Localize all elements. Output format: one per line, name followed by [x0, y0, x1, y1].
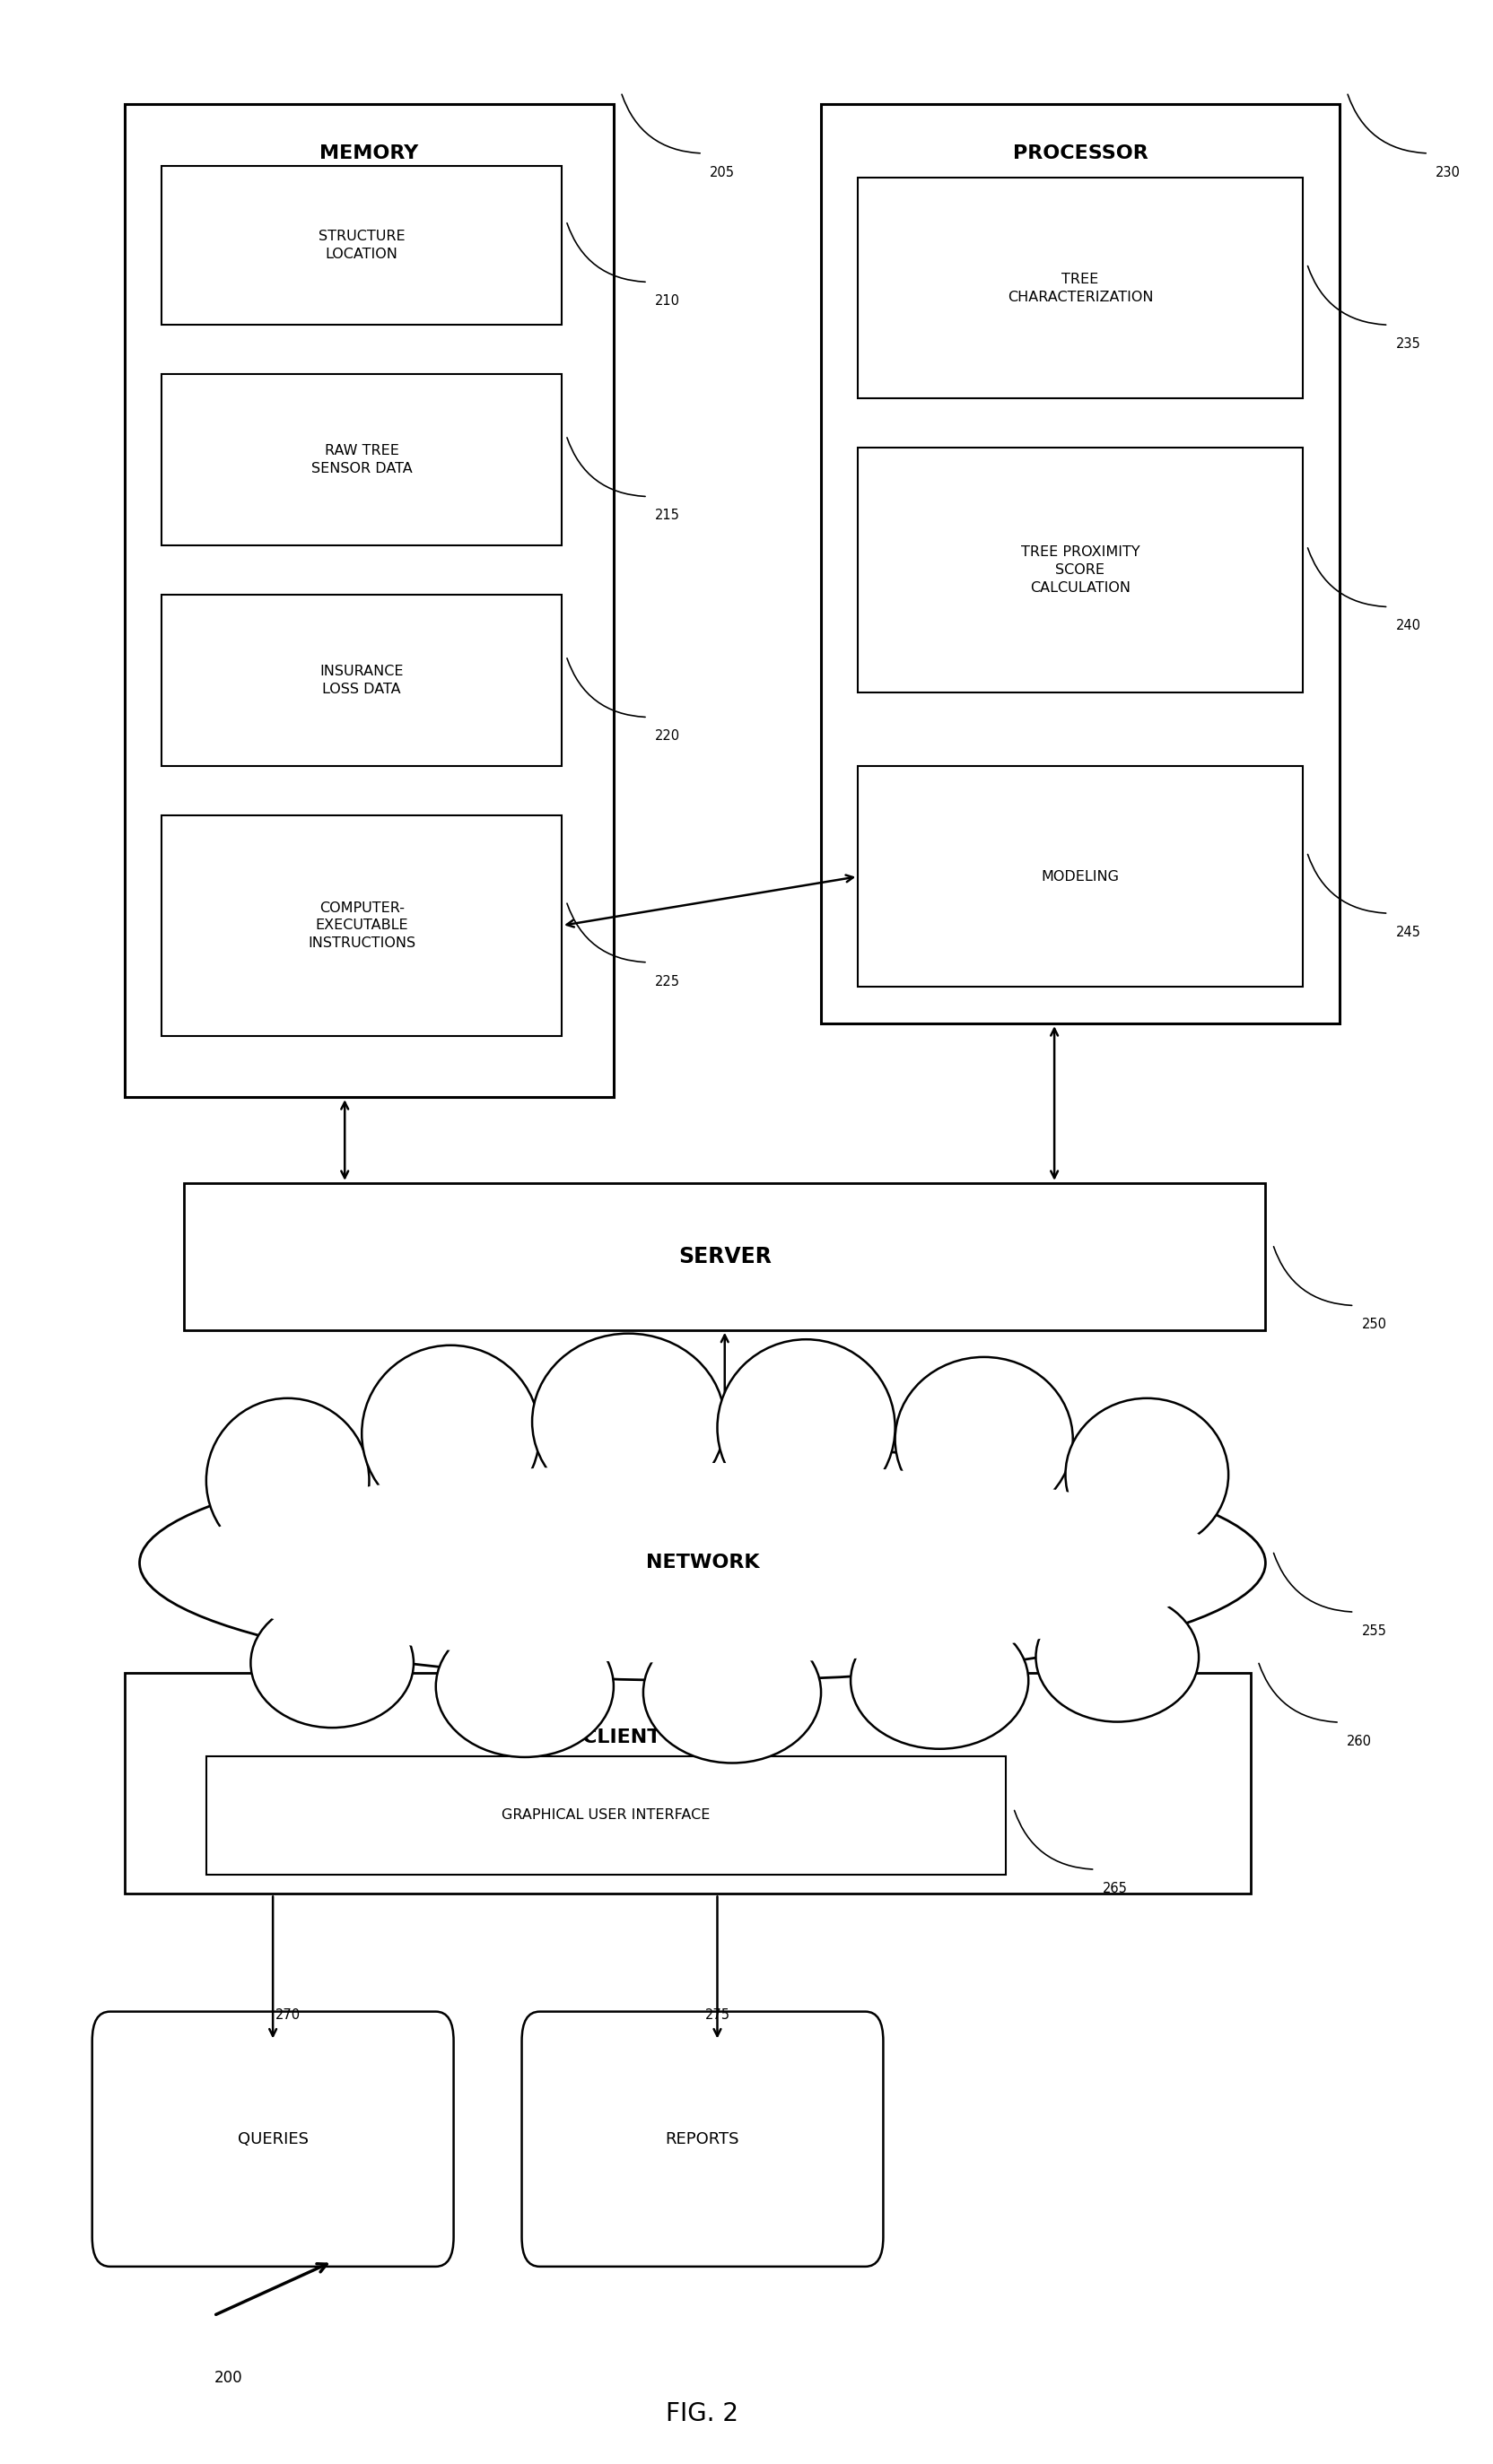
Text: SERVER: SERVER [678, 1247, 770, 1266]
Text: 245: 245 [1394, 926, 1420, 939]
Ellipse shape [643, 1621, 821, 1764]
Ellipse shape [361, 1345, 539, 1523]
Text: MODELING: MODELING [1041, 870, 1118, 882]
Bar [206, 1757, 1006, 1875]
Text: 205: 205 [709, 165, 735, 180]
Text: 225: 225 [655, 976, 679, 988]
Text: NETWORK: NETWORK [645, 1555, 758, 1572]
Text: 240: 240 [1394, 618, 1420, 633]
Ellipse shape [1065, 1397, 1227, 1552]
Text: FIG. 2: FIG. 2 [666, 2400, 739, 2427]
Text: PROCESSOR: PROCESSOR [1012, 145, 1147, 163]
Text: 210: 210 [655, 293, 679, 308]
Text: CLIENT COMPUTER: CLIENT COMPUTER [582, 1727, 793, 1747]
Text: REPORTS: REPORTS [664, 2131, 739, 2146]
Ellipse shape [894, 1358, 1072, 1523]
Text: 260: 260 [1347, 1735, 1371, 1747]
Bar [125, 103, 614, 1096]
Bar [857, 766, 1302, 988]
Bar [125, 1673, 1250, 1895]
Bar [184, 1183, 1265, 1331]
Text: 215: 215 [655, 508, 679, 522]
Text: 235: 235 [1394, 338, 1420, 350]
Text: TREE
CHARACTERIZATION: TREE CHARACTERIZATION [1006, 274, 1153, 303]
Text: RAW TREE
SENSOR DATA: RAW TREE SENSOR DATA [311, 444, 412, 476]
Text: TREE PROXIMITY
SCORE
CALCULATION: TREE PROXIMITY SCORE CALCULATION [1020, 545, 1139, 594]
Ellipse shape [436, 1616, 614, 1757]
Ellipse shape [1035, 1592, 1197, 1722]
Text: 230: 230 [1435, 165, 1460, 180]
Ellipse shape [251, 1599, 414, 1727]
Ellipse shape [185, 1464, 1220, 1663]
Text: MEMORY: MEMORY [320, 145, 418, 163]
Text: STRUCTURE
LOCATION: STRUCTURE LOCATION [318, 229, 405, 261]
Text: COMPUTER-
EXECUTABLE
INSTRUCTIONS: COMPUTER- EXECUTABLE INSTRUCTIONS [308, 902, 415, 951]
Text: QUERIES: QUERIES [237, 2131, 308, 2146]
FancyBboxPatch shape [93, 2011, 454, 2267]
Bar [857, 448, 1302, 692]
Bar [857, 177, 1302, 399]
Ellipse shape [850, 1611, 1027, 1749]
Text: GRAPHICAL USER INTERFACE: GRAPHICAL USER INTERFACE [502, 1809, 711, 1823]
Text: 200: 200 [213, 2370, 242, 2385]
Text: 275: 275 [705, 2008, 730, 2020]
Text: INSURANCE
LOSS DATA: INSURANCE LOSS DATA [320, 665, 403, 695]
Bar [161, 816, 561, 1035]
Text: 250: 250 [1362, 1318, 1386, 1331]
FancyBboxPatch shape [521, 2011, 882, 2267]
Text: 220: 220 [655, 729, 679, 742]
Text: 255: 255 [1362, 1624, 1386, 1639]
Bar [161, 165, 561, 325]
Text: 265: 265 [1102, 1882, 1127, 1895]
Text: 270: 270 [275, 2008, 300, 2020]
Bar [821, 103, 1339, 1023]
Ellipse shape [139, 1446, 1265, 1680]
Ellipse shape [717, 1340, 894, 1515]
Ellipse shape [532, 1333, 724, 1510]
Bar [161, 375, 561, 545]
Bar [161, 594, 561, 766]
Ellipse shape [206, 1397, 369, 1562]
